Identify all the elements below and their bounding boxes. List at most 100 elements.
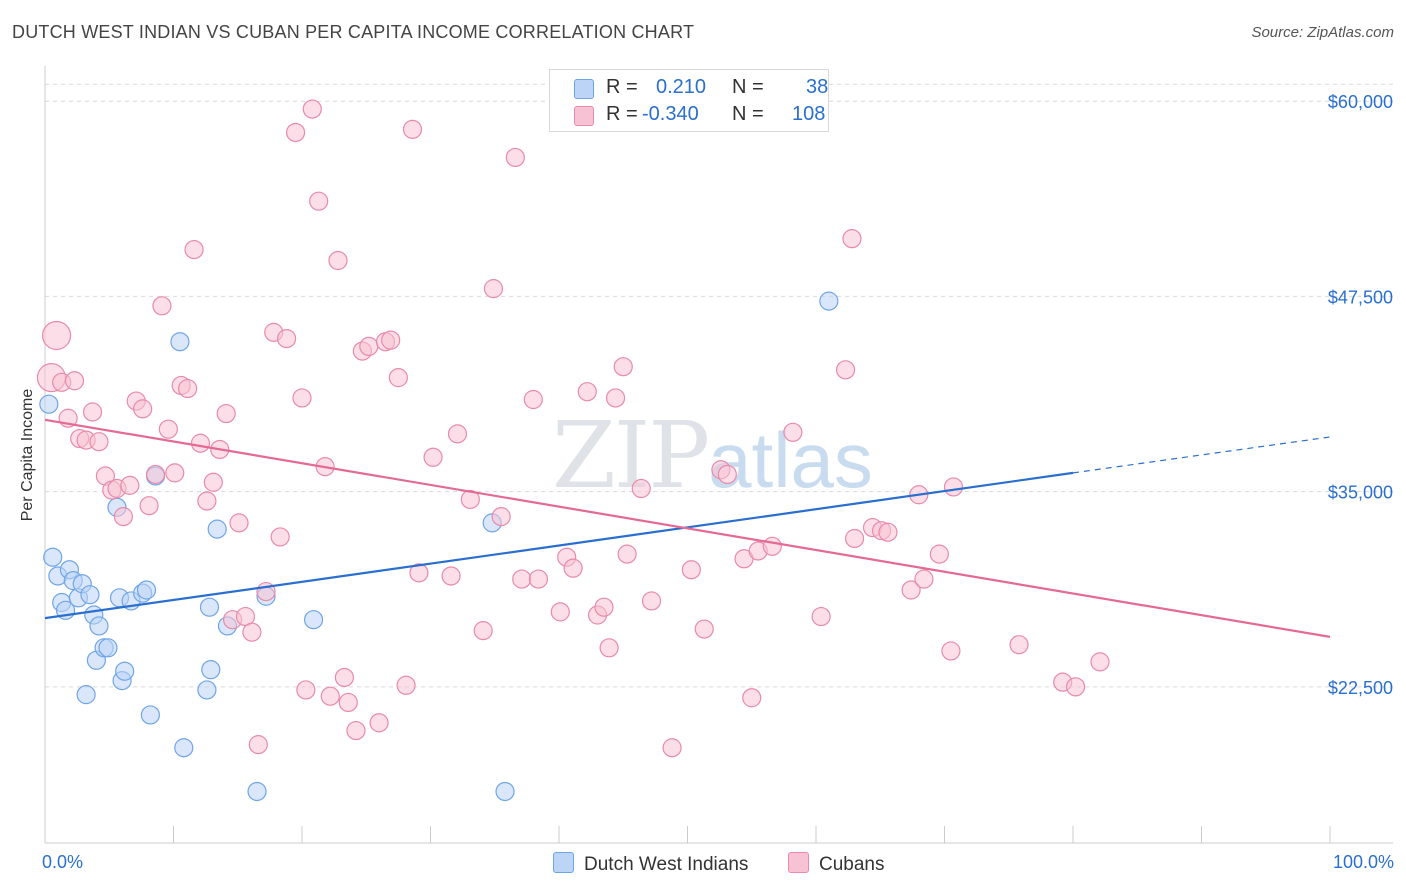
cuban-point	[929, 544, 949, 564]
cuban-point	[483, 279, 504, 299]
cuban-point	[320, 686, 340, 706]
cuban-point	[359, 336, 379, 357]
bottom-legend-label-cubans: Cubans	[819, 854, 885, 875]
cuban-point	[599, 638, 619, 658]
cuban-point	[783, 422, 803, 442]
dutch-point	[247, 781, 267, 802]
cuban-point	[276, 328, 297, 349]
cuban-point	[563, 558, 583, 578]
dutch-point	[76, 685, 96, 705]
dutch-point	[199, 597, 220, 617]
cuban-point	[152, 296, 172, 316]
cuban-point	[662, 738, 682, 758]
cuban-point	[473, 621, 493, 641]
legend-r-value: -0.340	[642, 103, 699, 125]
legend-r-value: 0.210	[656, 76, 707, 98]
x-tick-min: 0.0%	[42, 852, 84, 872]
dutch-trend-extension	[1072, 436, 1331, 474]
legend-swatch-cubans	[574, 106, 594, 126]
cuban-point	[216, 403, 236, 424]
cuban-point	[460, 489, 480, 510]
cuban-point	[811, 606, 831, 627]
cuban-point	[512, 569, 532, 589]
cuban-point	[346, 720, 366, 741]
dutch-point	[303, 610, 324, 630]
cuban-point	[423, 447, 443, 467]
dutch-point	[39, 394, 59, 414]
cuban-point	[409, 563, 429, 583]
chart-title: DUTCH WEST INDIAN VS CUBAN PER CAPITA IN…	[12, 22, 695, 42]
dutch-point	[89, 616, 109, 636]
cuban-point	[523, 389, 543, 410]
cuban-point	[402, 119, 423, 139]
cuban-point	[447, 424, 468, 444]
cuban-point	[613, 357, 633, 377]
cuban-point	[158, 419, 178, 439]
cuban-point	[381, 330, 401, 350]
cuban-point	[328, 250, 348, 271]
legend-n-value: 108	[792, 103, 826, 125]
cuban-point	[1009, 635, 1029, 655]
cuban-point	[242, 622, 262, 642]
cuban-point	[717, 464, 737, 485]
dutch-point	[115, 661, 135, 681]
cuban-point	[1090, 652, 1110, 672]
legend-r-label: R =	[606, 103, 638, 125]
cuban-point	[139, 496, 159, 516]
dutch-point	[174, 738, 194, 758]
cuban-point	[113, 507, 133, 527]
cuban-point	[844, 528, 865, 549]
cuban-point	[64, 371, 85, 391]
y-axis-label: Per Capita Income	[19, 388, 36, 522]
bottom-legend-dutch: Dutch West Indians	[553, 852, 748, 876]
cuban-point	[145, 464, 166, 485]
dutch-point	[80, 585, 100, 605]
legend-n-label: N =	[732, 76, 764, 98]
cuban-point	[681, 560, 701, 580]
cuban-point	[229, 513, 249, 533]
legend-n-label: N =	[732, 103, 764, 125]
bottom-legend-cubans: Cubans	[788, 852, 885, 876]
cuban-point	[762, 536, 782, 556]
cuban-point	[577, 382, 597, 402]
legend-r-label: R =	[606, 76, 638, 98]
cuban-point	[334, 667, 355, 688]
dutch-point	[495, 781, 515, 802]
cuban-point	[302, 99, 322, 119]
cuban-point	[338, 692, 358, 713]
cuban-point	[641, 591, 662, 611]
dutch-point	[140, 705, 160, 725]
cuban-point	[617, 544, 637, 564]
cuban-point	[528, 569, 549, 589]
cuban-point	[248, 735, 268, 755]
cuban-point	[605, 388, 626, 408]
cuban-point	[441, 566, 461, 586]
cuban-point	[1065, 677, 1086, 697]
dutch-point	[170, 332, 190, 352]
cuban-point	[491, 507, 511, 527]
bottom-legend-swatch-dutch	[553, 852, 574, 873]
legend-swatch-dutch	[574, 79, 594, 99]
chart-source: Source: ZipAtlas.com	[1251, 24, 1394, 41]
cuban-point	[178, 378, 198, 399]
dutch-point	[207, 519, 227, 539]
cuban-point	[396, 675, 416, 695]
bottom-legend-label-dutch: Dutch West Indians	[584, 854, 749, 875]
cuban-point	[878, 522, 898, 542]
dutch-point	[197, 680, 217, 700]
cuban-point	[309, 191, 329, 211]
cuban-point	[165, 463, 185, 483]
cuban-point	[901, 580, 921, 600]
cuban-point	[550, 602, 570, 622]
cuban-point	[742, 688, 762, 708]
cuban-point	[296, 680, 316, 700]
cuban-point	[82, 402, 103, 422]
cuban-point	[694, 619, 714, 639]
cuban-point	[190, 433, 211, 453]
cuban-point	[203, 472, 223, 492]
cuban-point	[120, 475, 140, 495]
cuban-point	[292, 388, 312, 408]
y-tick-label: $22,500	[1328, 678, 1393, 698]
cuban-point	[943, 477, 964, 497]
